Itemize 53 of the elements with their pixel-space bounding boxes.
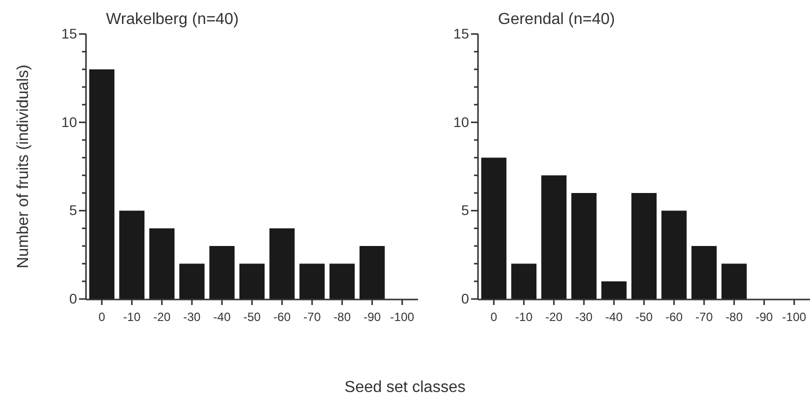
bar	[481, 158, 506, 299]
x-tick-label: -60	[273, 310, 292, 324]
x-tick-label: -70	[695, 310, 714, 324]
y-tick-label: 10	[61, 114, 78, 130]
x-tick-label: -20	[545, 310, 563, 324]
bar	[209, 246, 235, 299]
x-tick-label: 0	[490, 310, 498, 324]
bar	[511, 264, 536, 299]
bar	[721, 264, 747, 299]
x-tick-label: -10	[123, 310, 141, 324]
x-tick-label: -20	[153, 310, 171, 324]
bar	[601, 281, 627, 299]
bar	[541, 175, 567, 299]
x-tick-label: -80	[725, 310, 744, 324]
bar	[269, 228, 295, 299]
bar	[179, 264, 205, 299]
chart-title: Gerendal (n=40)	[498, 11, 615, 28]
y-tick-label: 10	[453, 114, 470, 130]
x-tick-label: -50	[243, 310, 261, 324]
bar	[149, 228, 175, 299]
bar	[119, 210, 144, 299]
x-tick-label: -40	[213, 310, 231, 324]
x-tick-label: -30	[183, 310, 201, 324]
y-tick-label: 5	[69, 202, 78, 218]
bar	[360, 246, 385, 299]
bar	[299, 264, 325, 299]
x-tick-label: -80	[333, 310, 352, 324]
y-tick-label: 0	[69, 290, 78, 306]
bar	[239, 264, 265, 299]
x-tick-label: -10	[515, 310, 533, 324]
bar	[329, 264, 355, 299]
y-tick-label: 15	[61, 25, 78, 42]
bar	[661, 210, 687, 299]
bar	[691, 246, 717, 299]
y-tick-label: 5	[461, 202, 470, 218]
x-tick-label: -60	[665, 310, 684, 324]
bar	[631, 193, 657, 299]
bar	[89, 69, 114, 299]
x-tick-label: -50	[635, 310, 653, 324]
x-tick-label: -90	[363, 310, 382, 324]
y-tick-label: 15	[453, 25, 470, 42]
x-tick-label: -30	[575, 310, 593, 324]
x-axis-title: Seed set classes	[344, 379, 466, 396]
x-tick-label: -100	[390, 310, 415, 324]
y-tick-label: 0	[461, 290, 470, 306]
bar	[571, 193, 597, 299]
x-tick-label: 0	[98, 310, 106, 324]
chart-title: Wrakelberg (n=40)	[106, 11, 239, 28]
y-axis-title: Number of fruits (individuals)	[15, 64, 32, 268]
x-tick-label: -70	[303, 310, 322, 324]
x-tick-label: -40	[605, 310, 623, 324]
x-tick-label: -90	[755, 310, 774, 324]
x-tick-label: -100	[782, 310, 807, 324]
